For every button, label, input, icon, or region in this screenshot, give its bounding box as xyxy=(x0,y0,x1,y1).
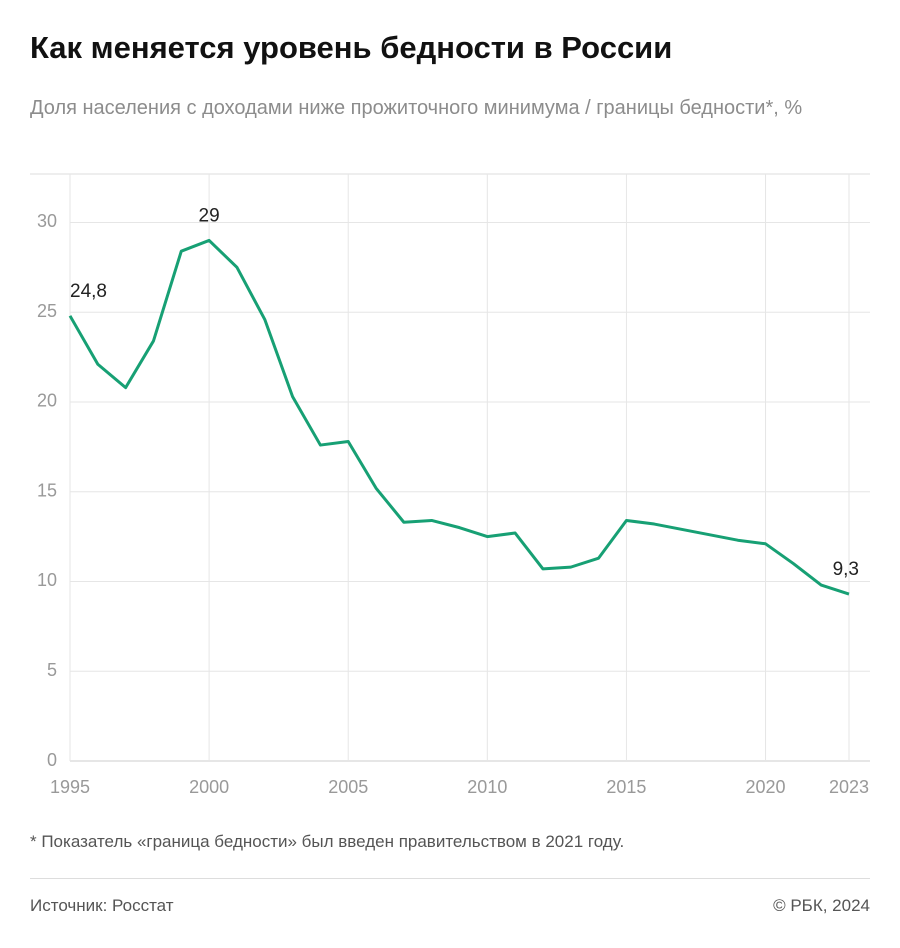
x-tick-label: 2000 xyxy=(189,777,229,797)
y-tick-label: 25 xyxy=(37,301,57,321)
value-label: 29 xyxy=(199,205,220,226)
credit: © РБК, 2024 xyxy=(773,896,870,915)
chart-subtitle: Доля населения с доходами ниже прожиточн… xyxy=(30,97,803,119)
y-tick-label: 5 xyxy=(47,660,57,680)
y-tick-label: 20 xyxy=(37,391,57,411)
value-label: 24,8 xyxy=(70,281,107,302)
divider xyxy=(30,878,870,879)
x-tick-label: 2015 xyxy=(606,777,646,797)
y-tick-label: 15 xyxy=(37,480,57,500)
x-tick-label: 2005 xyxy=(328,777,368,797)
source: Источник: Росстат xyxy=(30,896,174,915)
x-tick-label: 2023 xyxy=(829,777,869,797)
data-line xyxy=(68,238,850,596)
y-tick-label: 30 xyxy=(37,211,57,231)
x-tick-label: 2010 xyxy=(467,777,507,797)
x-tick-label: 2020 xyxy=(746,777,786,797)
value-label: 9,3 xyxy=(833,559,859,580)
y-tick-label: 10 xyxy=(37,570,57,590)
footnote: * Показатель «граница бедности» был введ… xyxy=(30,832,625,851)
chart-title: Как меняется уровень бедности в России xyxy=(30,30,673,65)
y-tick-label: 0 xyxy=(47,750,57,770)
x-tick-label: 1995 xyxy=(50,777,90,797)
